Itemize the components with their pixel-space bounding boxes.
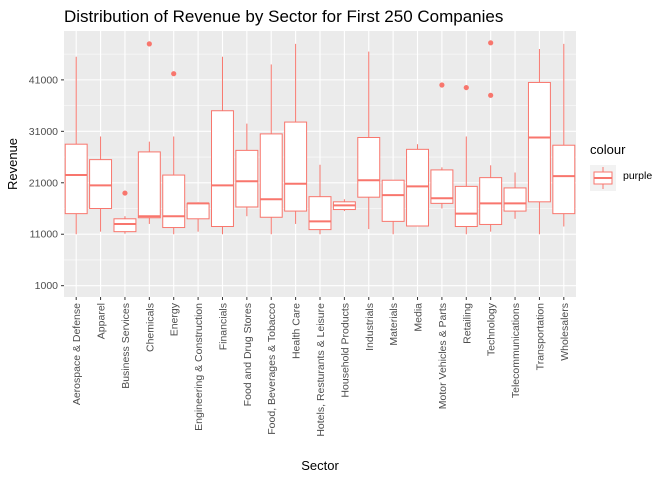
x-tick-label: Telecommunications (510, 303, 522, 398)
box-apparel (89, 136, 113, 232)
outlier-point (439, 82, 445, 88)
box-chemicals (137, 41, 161, 224)
box-body (430, 169, 454, 204)
x-tick-label: Wholesalers (559, 303, 571, 361)
x-tick-label: Motor Vehicles & Parts (437, 303, 449, 409)
box-retailing (454, 84, 478, 235)
x-tick-label: Transportation (534, 303, 546, 370)
box-body (357, 137, 381, 198)
box-body (235, 149, 259, 208)
box-body (113, 218, 137, 233)
box-hotels-resturants-leisure (308, 164, 332, 235)
box-transportation (527, 49, 551, 235)
chart-title: Distribution of Revenue by Sector for Fi… (64, 7, 503, 26)
outlier-point (488, 92, 494, 98)
x-tick-label: Media (413, 303, 425, 332)
x-tick-label: Materials (388, 303, 400, 346)
outlier-point (171, 71, 177, 77)
box-engineering-construction (186, 202, 210, 232)
x-tick-label: Household Products (339, 303, 351, 398)
box-body (503, 187, 527, 212)
box-wholesalers (552, 43, 576, 227)
x-tick-label: Energy (169, 302, 181, 336)
y-tick-label: 31000 (29, 126, 58, 138)
x-tick-label: Retailing (461, 303, 473, 344)
outlier-point (122, 190, 128, 196)
box-body (162, 174, 186, 229)
x-tick-label: Engineering & Construction (193, 303, 205, 431)
box-technology (479, 40, 503, 232)
box-health-care (284, 43, 308, 224)
x-tick-label: Hotels, Resturants & Leisure (315, 303, 327, 437)
x-tick-label: Financials (217, 303, 229, 350)
legend-key-purple (590, 165, 616, 191)
legend-label-purple: purple (623, 170, 652, 182)
box-food-beverages-tobacco (259, 64, 283, 235)
box-body (381, 179, 405, 222)
box-body (137, 151, 161, 219)
box-body (527, 81, 551, 203)
legend: colour purple (590, 142, 652, 191)
y-tick-label: 41000 (29, 74, 58, 86)
x-axis-title: Sector (301, 458, 339, 473)
box-media (406, 144, 429, 227)
outlier-point (488, 40, 494, 46)
box-body (479, 177, 503, 225)
outlier-point (146, 41, 152, 47)
box-telecommunications (503, 172, 527, 219)
box-body (89, 159, 113, 210)
box-body (308, 196, 332, 231)
x-tick-label: Apparel (96, 303, 108, 339)
y-axis-title: Revenue (5, 138, 20, 190)
box-materials (381, 179, 405, 235)
box-industrials (357, 51, 381, 230)
box-financials (211, 56, 234, 235)
box-body (284, 121, 308, 212)
box-body (64, 143, 88, 215)
box-business-services (113, 190, 137, 234)
box-energy (162, 71, 186, 235)
box-food-and-drug-stores (235, 123, 259, 217)
y-axis: 1000 11000 21000 31000 41000 (29, 74, 64, 292)
x-tick-label: Food, Beverages & Tobacco (266, 303, 278, 435)
legend-title: colour (590, 142, 626, 157)
x-tick-label: Chemicals (144, 303, 156, 352)
x-tick-label: Health Care (291, 303, 303, 359)
y-tick-label: 11000 (30, 229, 59, 241)
box-body (186, 202, 210, 220)
box-series (64, 40, 576, 235)
x-tick-label: Food and Drug Stores (242, 303, 254, 406)
box-body (406, 148, 429, 227)
box-motor-vehicles-parts (430, 82, 454, 209)
box-body (211, 110, 234, 228)
x-tick-label: Business Services (120, 303, 132, 389)
x-tick-label: Industrials (364, 303, 376, 351)
outlier-point (463, 84, 469, 91)
box-body (552, 144, 576, 215)
box-body (454, 185, 478, 228)
y-tick-label: 21000 (29, 177, 58, 189)
box-aerospace-defense (64, 56, 88, 235)
x-tick-label: Aerospace & Defense (71, 303, 83, 405)
x-axis: Aerospace & Defense Apparel Business Servi… (71, 297, 571, 437)
y-tick-label: 1000 (35, 280, 59, 292)
box-body (259, 133, 283, 218)
box-household-products (332, 199, 356, 212)
x-tick-label: Technology (486, 302, 498, 356)
